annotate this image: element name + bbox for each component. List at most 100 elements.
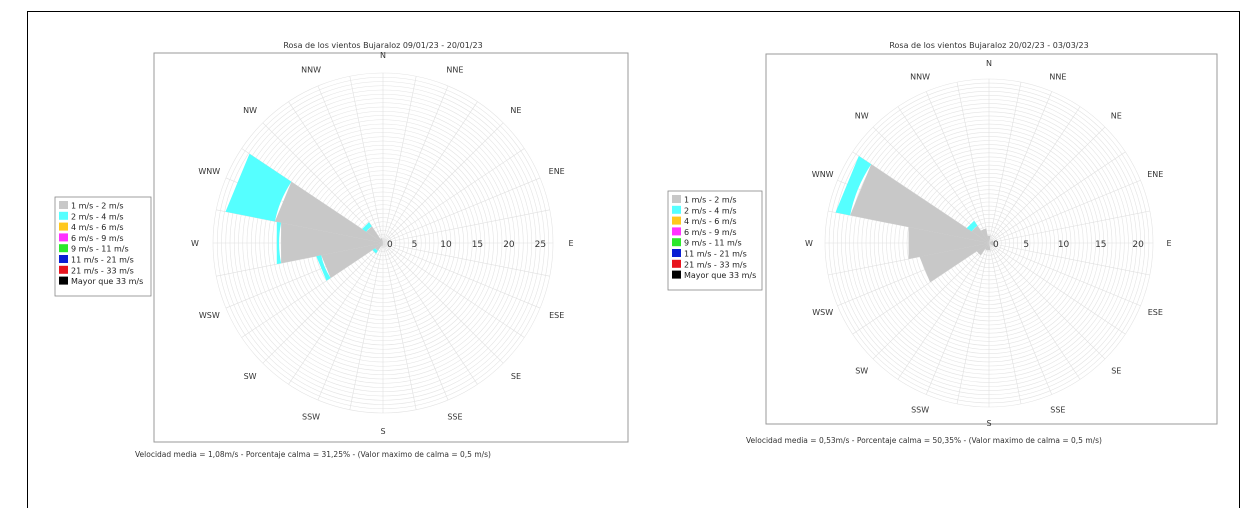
- direction-label-wnw: WNW: [198, 167, 220, 176]
- bar-nw-gray: [366, 226, 383, 243]
- plot-box: [153, 52, 629, 443]
- legend-label: 21 m/s - 33 m/s: [71, 266, 134, 275]
- grid: [824, 78, 1154, 408]
- legend-swatch: [672, 259, 681, 268]
- chart-footer: Velocidad media = 0,53m/s - Porcentaje c…: [746, 436, 1102, 445]
- legend-label: 11 m/s - 21 m/s: [71, 256, 134, 265]
- legend-swatch: [59, 201, 68, 209]
- direction-label-ne: NE: [1111, 112, 1122, 121]
- legend-swatch: [672, 238, 681, 247]
- legend-label: 6 m/s - 9 m/s: [684, 228, 737, 237]
- chart-footer: Velocidad media = 1,08m/s - Porcentaje c…: [135, 450, 491, 459]
- bar-nw-cyan: [362, 222, 372, 232]
- direction-label-w: W: [191, 239, 199, 248]
- direction-label-nw: NW: [243, 106, 257, 115]
- radial-tick-label: 15: [472, 240, 483, 250]
- radial-tick-label: 0: [387, 240, 393, 250]
- radial-tick-label: 25: [535, 240, 546, 250]
- bar-s-gray: [987, 243, 991, 251]
- direction-label-s: S: [380, 427, 385, 436]
- direction-label-sw: SW: [244, 372, 257, 381]
- bar-wnw-cyan: [835, 156, 872, 216]
- direction-label-sw: SW: [855, 366, 868, 375]
- bar-wsw-gray: [321, 243, 383, 278]
- radial-tick-label: 5: [412, 240, 418, 250]
- bar-wsw-gray: [919, 243, 989, 283]
- direction-label-ne: NE: [510, 106, 521, 115]
- legend-label: 1 m/s - 2 m/s: [71, 202, 124, 211]
- legend-swatch: [672, 205, 681, 214]
- radial-tick-label: 20: [503, 240, 515, 250]
- bar-sw-gray: [976, 243, 989, 256]
- direction-label-nne: NNE: [1049, 73, 1066, 82]
- direction-label-nw: NW: [855, 112, 869, 121]
- legend-label: 6 m/s - 9 m/s: [71, 234, 124, 243]
- direction-label-w: W: [805, 239, 813, 248]
- direction-label-ese: ESE: [1148, 308, 1163, 317]
- legend-label: 9 m/s - 11 m/s: [71, 245, 129, 254]
- legend-swatch: [59, 276, 68, 285]
- legend-label: 4 m/s - 6 m/s: [71, 223, 124, 232]
- direction-label-se: SE: [1111, 366, 1121, 375]
- bar-e-gray: [989, 241, 995, 245]
- direction-label-ene: ENE: [549, 167, 565, 176]
- direction-label-nnw: NNW: [910, 73, 930, 82]
- direction-label-ssw: SSW: [911, 405, 929, 414]
- legend-swatch: [59, 265, 68, 274]
- legend-swatch: [672, 270, 681, 279]
- direction-label-ene: ENE: [1147, 170, 1163, 179]
- direction-label-wnw: WNW: [812, 170, 834, 179]
- chart-title: Rosa de los vientos Bujaraloz 09/01/23 -…: [283, 41, 482, 50]
- bar-w-gray: [908, 227, 989, 259]
- legend-label: 9 m/s - 11 m/s: [684, 239, 742, 248]
- radial-tick-label: 15: [1095, 240, 1106, 250]
- bar-wsw-cyan: [316, 255, 331, 281]
- legend-label: 2 m/s - 4 m/s: [71, 212, 124, 221]
- bar-ese-gray: [989, 243, 995, 247]
- bar-nw-cyan: [966, 220, 978, 232]
- bar-ssw-gray: [984, 243, 989, 251]
- direction-label-wsw: WSW: [199, 311, 220, 320]
- legend-swatch: [59, 233, 68, 242]
- wind-rose-chart-2: Rosa de los vientos Bujaraloz 20/02/23 -…: [667, 41, 1218, 445]
- legend-label: Mayor que 33 m/s: [71, 277, 143, 286]
- direction-label-wsw: WSW: [812, 308, 833, 317]
- legend-swatch: [672, 195, 681, 203]
- bar-ene-gray: [989, 240, 994, 243]
- bar-w-gray: [281, 222, 383, 264]
- bar-nw-gray: [971, 225, 989, 243]
- direction-label-nne: NNE: [446, 65, 463, 74]
- direction-label-ssw: SSW: [302, 413, 320, 422]
- bar-sw-gray: [375, 243, 383, 251]
- legend-label: 11 m/s - 21 m/s: [684, 250, 747, 259]
- legend-swatch: [672, 227, 681, 236]
- direction-label-sse: SSE: [447, 413, 462, 422]
- direction-label-e: E: [1166, 239, 1171, 248]
- bar-n-gray: [987, 235, 991, 243]
- bar-nnw-gray: [980, 228, 989, 243]
- radial-tick-label: 0: [993, 240, 999, 250]
- legend-label: Mayor que 33 m/s: [684, 271, 756, 280]
- wind-rose-chart-1: Rosa de los vientos Bujaraloz 09/01/23 -…: [54, 41, 629, 459]
- legend-swatch: [672, 216, 681, 225]
- direction-label-e: E: [568, 239, 573, 248]
- bar-sw-cyan: [372, 248, 378, 254]
- bar-wnw-gray: [850, 164, 989, 243]
- legend-swatch: [59, 255, 68, 263]
- legend-label: 21 m/s - 33 m/s: [684, 260, 747, 269]
- legend: 1 m/s - 2 m/s2 m/s - 4 m/s 4 m/s - 6 m/s 6…: [54, 196, 152, 297]
- direction-label-s: S: [986, 419, 991, 428]
- direction-label-ese: ESE: [549, 311, 564, 320]
- legend-label: 2 m/s - 4 m/s: [684, 206, 737, 215]
- legend: 1 m/s - 2 m/s2 m/s - 4 m/s 4 m/s - 6 m/s 6…: [667, 190, 763, 291]
- legend-swatch: [59, 222, 68, 231]
- direction-label-nnw: NNW: [301, 65, 321, 74]
- radial-tick-label: 10: [440, 240, 452, 250]
- bar-nnw-gray: [380, 238, 383, 243]
- legend-swatch: [672, 249, 681, 257]
- legend-label: 1 m/s - 2 m/s: [684, 196, 737, 205]
- left-panel: Rosa de los vientos Bujaraloz 09/01/23 -…: [27, 11, 654, 508]
- direction-label-n: N: [986, 59, 992, 68]
- bar-wnw-gray: [274, 181, 383, 243]
- right-panel: Rosa de los vientos Bujaraloz 20/02/23 -…: [652, 11, 1240, 508]
